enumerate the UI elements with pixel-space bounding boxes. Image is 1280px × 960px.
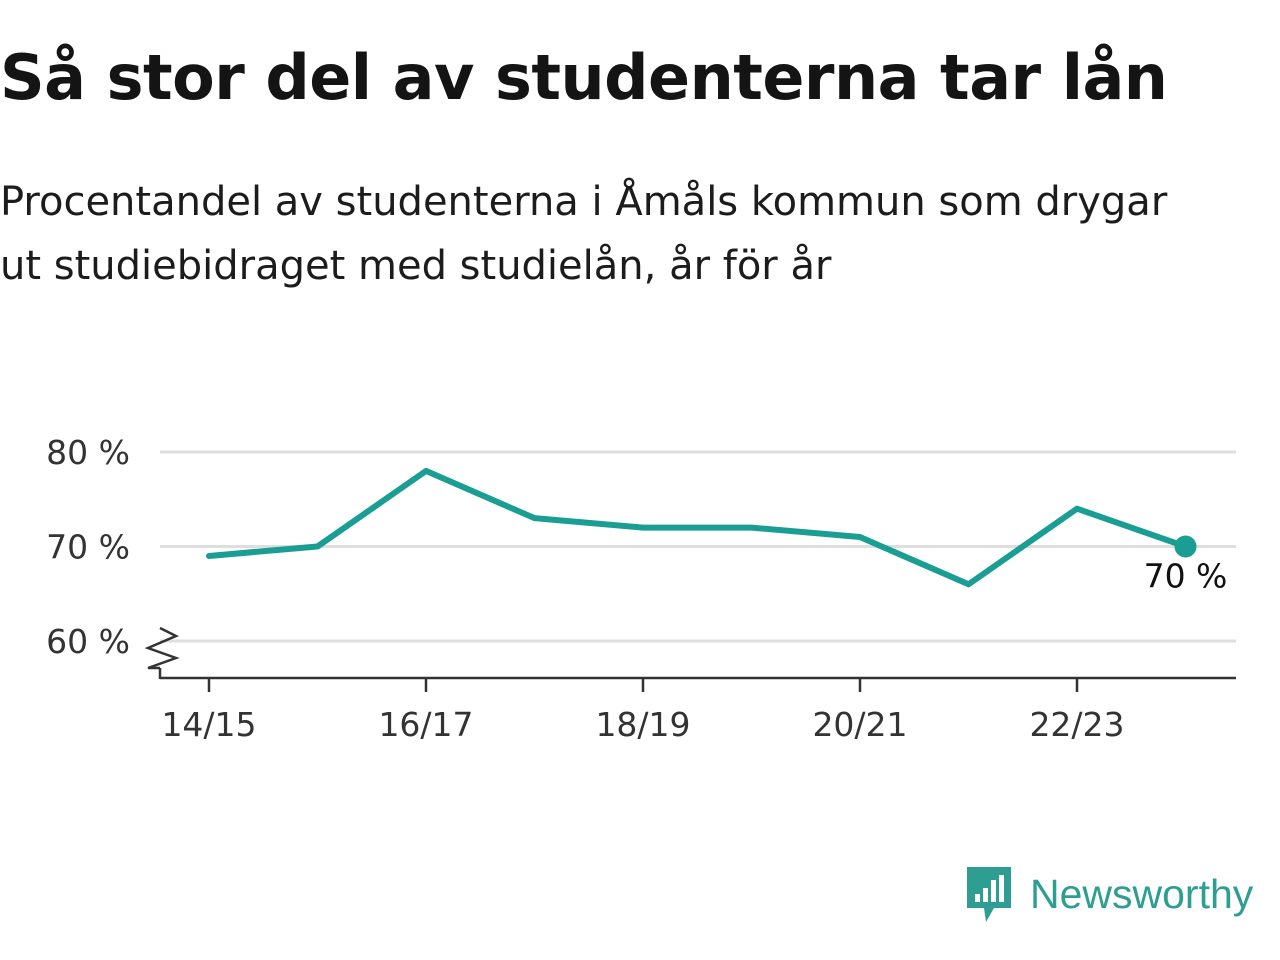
y-tick-label: 70 % <box>46 528 130 567</box>
y-tick-label: 60 % <box>46 622 130 661</box>
subtitle-line-2: ut studiebidraget med studielån, år för … <box>0 243 832 289</box>
subtitle-line-1: Procentandel av studenterna i Åmåls komm… <box>0 179 1168 225</box>
bar-chart-speech-bubble-icon <box>967 867 1011 922</box>
data-point <box>857 534 863 540</box>
x-tick-label: 16/17 <box>378 705 473 744</box>
x-tick-label: 22/23 <box>1029 705 1124 744</box>
x-tick-label: 20/21 <box>812 705 907 744</box>
data-point <box>1074 506 1080 512</box>
data-point <box>640 525 646 531</box>
data-point <box>423 468 429 474</box>
x-tick-label: 14/15 <box>161 705 256 744</box>
data-point <box>749 525 755 531</box>
y-axis-break <box>144 626 180 670</box>
chart-title: Så stor del av studenterna tar lån <box>0 41 1168 114</box>
x-tick-label: 18/19 <box>595 705 690 744</box>
data-point <box>206 553 212 559</box>
data-point <box>532 515 538 521</box>
data-point <box>315 544 321 550</box>
last-data-point <box>1174 535 1197 558</box>
y-tick-label: 80 % <box>46 433 130 472</box>
series-line <box>206 467 1189 588</box>
data-label: 70 % <box>1144 557 1228 596</box>
chart-subtitle: Procentandel av studenterna i Åmåls komm… <box>0 170 1280 298</box>
brand-logo: Newsworthy <box>964 862 1253 926</box>
data-point <box>966 581 972 587</box>
brand-name: Newsworthy <box>1030 870 1254 917</box>
